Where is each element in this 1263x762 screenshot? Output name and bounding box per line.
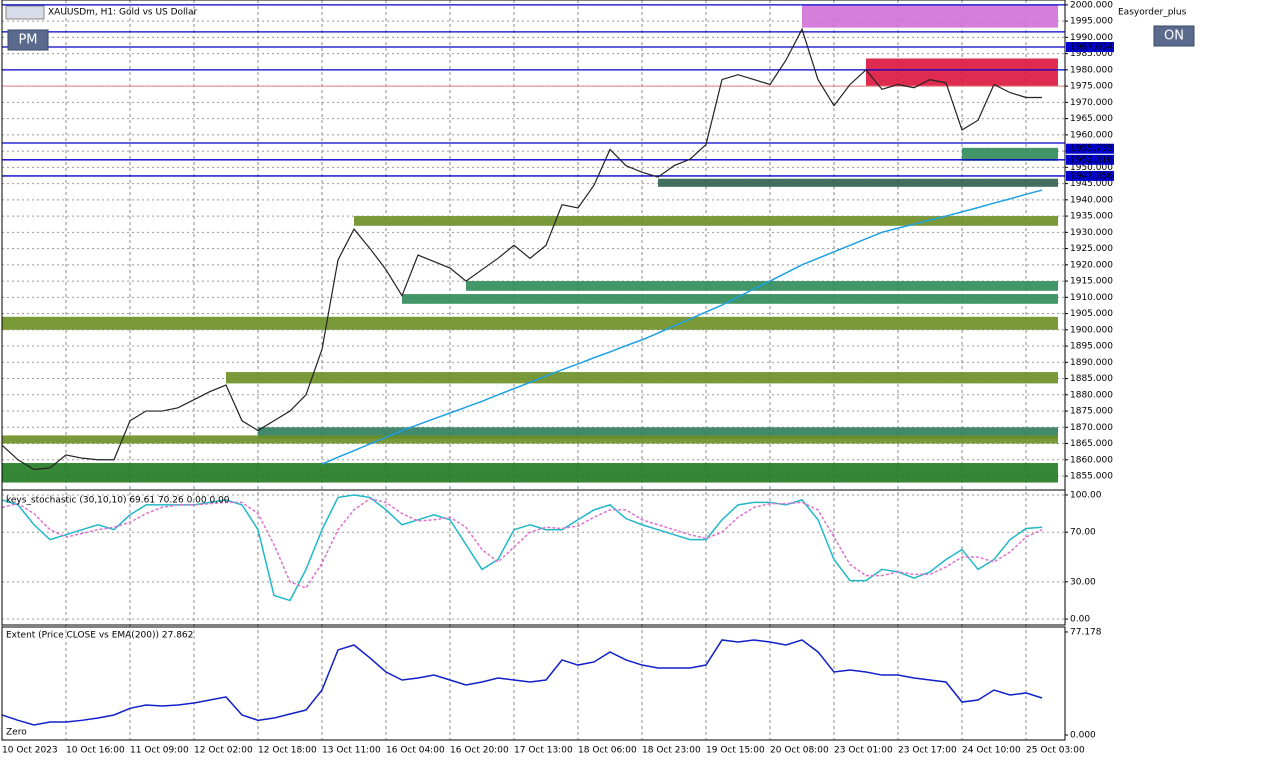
x-tick-label: 18 Oct 06:00 — [578, 746, 637, 756]
y-tick-label: 1900.000 — [1070, 325, 1113, 335]
extent-title: Extent (Price CLOSE vs EMA(200)) 27.862 — [6, 631, 193, 641]
pm-button[interactable] — [7, 29, 49, 51]
y-tick-label: 1855.000 — [1070, 472, 1113, 482]
zone — [2, 435, 1058, 444]
zone — [962, 147, 1058, 161]
series-line — [1, 497, 1043, 589]
plots: 10 Oct 2023 10 Oct 16:00 11 Oct 09:00 12 Oc… — [1, 0, 1113, 756]
y-tick-label: 70.00 — [1070, 528, 1096, 538]
y-tick-label: 1940.000 — [1070, 195, 1113, 205]
y-tick-label: 1975.000 — [1070, 82, 1113, 92]
series-line — [1, 639, 1043, 726]
chart-icon — [5, 5, 45, 20]
y-tick-label: 1875.000 — [1070, 407, 1113, 417]
y-tick-label: 1925.000 — [1070, 244, 1113, 254]
stochastic-frame — [1, 489, 1066, 626]
extent-frame — [1, 626, 1066, 741]
y-tick-label: 1890.000 — [1070, 358, 1113, 368]
stochastic-title: keys_stochastic (30,10,10) 69.61 70.26 0… — [6, 496, 230, 506]
x-tick-label: 11 Oct 09:00 — [130, 746, 189, 756]
y-tick-label: 1995.000 — [1070, 17, 1113, 27]
y-tick-label: 1905.000 — [1070, 309, 1113, 319]
x-tick-label: 10 Oct 16:00 — [66, 746, 125, 756]
y-tick-label: 1920.000 — [1070, 260, 1113, 270]
zone — [866, 58, 1058, 87]
x-tick-label: 23 Oct 17:00 — [898, 746, 957, 756]
series-line — [1, 27, 1042, 471]
on-button[interactable] — [1153, 25, 1195, 47]
x-tick-label: 12 Oct 18:00 — [258, 746, 317, 756]
zone — [2, 463, 1058, 483]
zone — [226, 372, 1058, 384]
indicator-name: Easyorder_plus — [1118, 8, 1187, 18]
series-line — [321, 189, 1043, 465]
level-tag-label: 1955.735 — [1070, 144, 1113, 154]
y-tick-label: 1860.000 — [1070, 455, 1113, 465]
on-button-label[interactable]: ON — [1164, 29, 1184, 44]
y-tick-label: 1915.000 — [1070, 277, 1113, 287]
x-tick-label: 18 Oct 23:00 — [642, 746, 701, 756]
y-tick-label: 0.00 — [1070, 615, 1090, 625]
level-tag — [1066, 170, 1114, 181]
y-tick-label: 1885.000 — [1070, 374, 1113, 384]
level-tag — [1066, 154, 1114, 165]
zone — [802, 4, 1058, 28]
x-tick-label: 16 Oct 04:00 — [386, 746, 445, 756]
chart-title: XAUUSDm, H1: Gold vs US Dollar — [48, 8, 198, 18]
y-tick-label: 1950.000 — [1070, 163, 1113, 173]
x-tick-label: 20 Oct 08:00 — [770, 746, 829, 756]
y-tick-label: 77.178 — [1070, 627, 1102, 637]
x-tick-label: 17 Oct 13:00 — [514, 746, 573, 756]
level-tag — [1066, 143, 1114, 154]
y-tick-label: 100.00 — [1070, 490, 1102, 500]
y-tick-label: 1865.000 — [1070, 439, 1113, 449]
level-tag — [1066, 42, 1114, 53]
x-tick-label: 24 Oct 10:00 — [962, 746, 1021, 756]
level-tag-label: 1952.316 — [1070, 155, 1113, 165]
level-tag-label: 1947.356 — [1070, 171, 1113, 181]
zone — [2, 316, 1058, 330]
y-tick-label: 1970.000 — [1070, 98, 1113, 108]
y-tick-label: 1960.000 — [1070, 130, 1113, 140]
y-tick-label: 1930.000 — [1070, 228, 1113, 238]
y-tick-label: 1870.000 — [1070, 423, 1113, 433]
y-tick-label: 1935.000 — [1070, 212, 1113, 222]
x-tick-label: 19 Oct 15:00 — [706, 746, 765, 756]
zone — [354, 216, 1058, 226]
zero-label: Zero — [6, 728, 27, 738]
zone — [658, 178, 1058, 187]
zone — [258, 427, 1058, 439]
x-tick-label: 25 Oct 03:00 — [1026, 746, 1085, 756]
y-tick-label: 1880.000 — [1070, 390, 1113, 400]
zone — [402, 294, 1058, 304]
y-tick-label: 1990.000 — [1070, 33, 1113, 43]
x-tick-label: 10 Oct 2023 — [2, 746, 58, 756]
x-tick-label: 16 Oct 20:00 — [450, 746, 509, 756]
y-tick-label: 1980.000 — [1070, 65, 1113, 75]
y-tick-label: 1985.000 — [1070, 49, 1113, 59]
y-tick-label: 0.000 — [1070, 730, 1096, 740]
y-tick-label: 1945.000 — [1070, 179, 1113, 189]
x-tick-label: 13 Oct 11:00 — [322, 746, 381, 756]
y-tick-label: 30.00 — [1070, 577, 1096, 587]
pm-button-label[interactable]: PM — [18, 33, 37, 48]
y-tick-label: 1895.000 — [1070, 342, 1113, 352]
x-tick-label: 23 Oct 01:00 — [834, 746, 893, 756]
y-tick-label: 2000.000 — [1070, 0, 1113, 10]
x-tick-label: 12 Oct 02:00 — [194, 746, 253, 756]
level-tag-label: 1987.034 — [1070, 43, 1113, 53]
y-tick-label: 1910.000 — [1070, 293, 1113, 303]
y-tick-label: 1965.000 — [1070, 114, 1113, 124]
zone — [466, 281, 1058, 291]
